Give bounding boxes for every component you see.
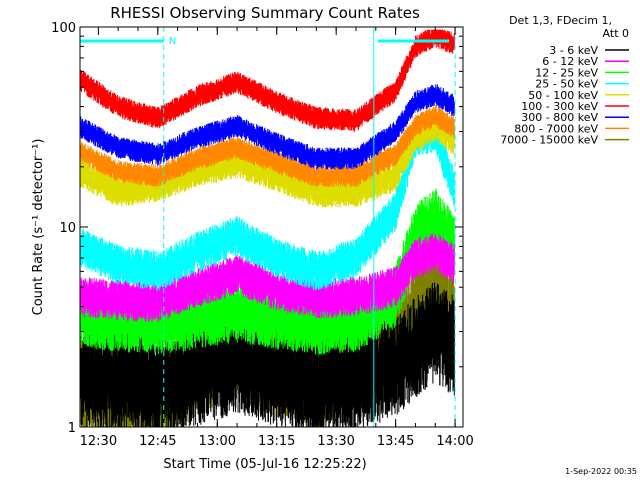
axes-group: 12:30 12:45 13:00 13:15 13:30 13:45 14:00 1 10 10…: [51, 21, 474, 449]
x-tick-label: 13:30: [317, 434, 354, 449]
legend-label: 7000 - 15000 keV: [500, 134, 598, 147]
legend-label: 25 - 50 keV: [535, 78, 598, 91]
x-tick-label: 13:15: [258, 434, 295, 449]
x-tick-label: 13:00: [199, 434, 236, 449]
y-tick-label: 1: [68, 421, 76, 436]
footer-timestamp: 1-Sep-2022 00:35: [565, 467, 637, 476]
series-trace-800-7000keV: [80, 105, 455, 188]
x-tick-label: 12:30: [80, 434, 117, 449]
x-tick-label: 13:45: [377, 434, 414, 449]
legend-label: 6 - 12 keV: [542, 55, 598, 68]
info-line-1: Det 1,3, FDecim 1,: [509, 14, 612, 27]
legend-label: 3 - 6 keV: [549, 44, 598, 57]
x-axis-label: Start Time (05-Jul-16 12:25:22): [163, 457, 366, 472]
series-trace-100-300keV: [80, 29, 455, 132]
legend-label: 300 - 800 keV: [521, 111, 598, 124]
chart-title: RHESSI Observing Summary Count Rates: [110, 4, 420, 22]
legend-label: 12 - 25 keV: [535, 66, 598, 79]
legend-label: 800 - 7000 keV: [514, 122, 598, 135]
info-line-2: Att 0: [603, 27, 629, 40]
y-tick-label: 10: [59, 221, 76, 236]
legend-label: 100 - 300 keV: [521, 100, 598, 113]
y-tick-label: 100: [51, 21, 76, 36]
y-axis-label: Count Rate (s⁻¹ detector⁻¹): [31, 139, 46, 316]
x-tick-label: 14:00: [436, 434, 473, 449]
x-tick-label: 12:45: [139, 434, 176, 449]
night-label: N: [169, 36, 176, 47]
legend-label: 50 - 100 keV: [528, 89, 598, 102]
series-trace-50-100keV: [80, 110, 455, 208]
plot-series-group: [80, 29, 455, 427]
